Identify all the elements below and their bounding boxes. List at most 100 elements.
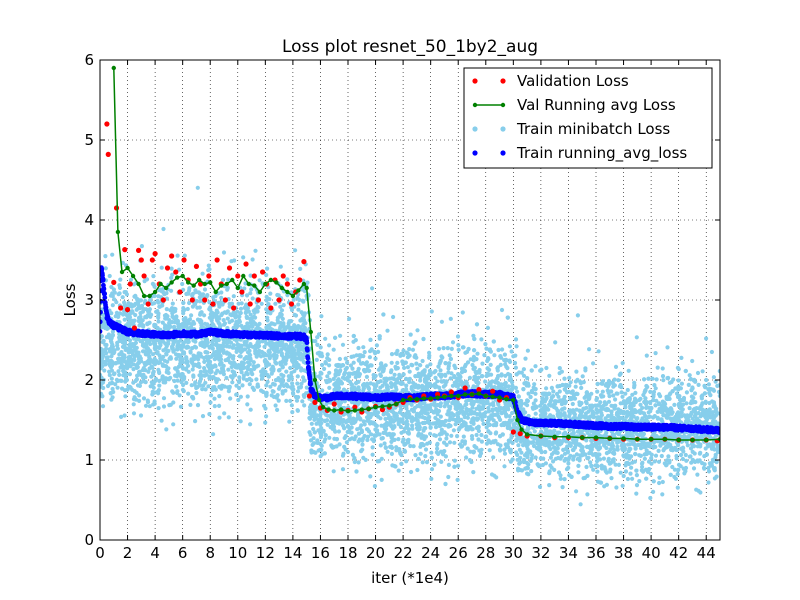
train-minibatch-point <box>100 325 105 330</box>
train-minibatch-point <box>385 449 390 454</box>
train-minibatch-point <box>123 375 129 380</box>
train-minibatch-point <box>450 400 455 406</box>
train-minibatch-point <box>290 410 295 415</box>
train-minibatch-point <box>385 384 390 389</box>
train-minibatch-point <box>118 277 123 282</box>
train-minibatch-point <box>160 303 165 308</box>
train-minibatch-point <box>476 425 481 430</box>
train-minibatch-point <box>243 281 248 286</box>
train-minibatch-point <box>471 416 476 421</box>
train-minibatch-point <box>251 360 256 365</box>
train-minibatch-point <box>486 356 491 361</box>
train-minibatch-point <box>313 339 318 344</box>
train-minibatch-point <box>132 395 137 400</box>
train-minibatch-point <box>675 472 680 477</box>
train-minibatch-point <box>136 300 141 305</box>
train-minibatch-point <box>298 266 303 271</box>
train-minibatch-point <box>474 322 480 327</box>
train-minibatch-point <box>570 401 575 407</box>
train-minibatch-point <box>292 312 297 317</box>
train-minibatch-point <box>207 412 212 417</box>
train-minibatch-point <box>267 348 272 353</box>
train-minibatch-point <box>508 377 513 382</box>
train-minibatch-point <box>150 301 155 306</box>
train-minibatch-point <box>653 453 659 458</box>
train-minibatch-point <box>157 383 162 388</box>
train-minibatch-point <box>404 376 409 381</box>
train-minibatch-point <box>313 407 318 412</box>
train-minibatch-point <box>275 292 280 298</box>
train-minibatch-point <box>109 354 114 359</box>
train-minibatch-point <box>103 254 108 259</box>
train-minibatch-point <box>471 402 476 407</box>
train-minibatch-point <box>402 449 408 454</box>
train-minibatch-point <box>309 450 314 455</box>
train-minibatch-point <box>181 308 186 313</box>
train-minibatch-point <box>119 414 124 419</box>
train-minibatch-point <box>360 442 365 447</box>
train-minibatch-point <box>237 375 242 380</box>
train-minibatch-point <box>315 413 320 418</box>
train-minibatch-point <box>117 285 123 290</box>
train-minibatch-point <box>459 408 464 413</box>
train-minibatch-point <box>340 363 345 368</box>
train-minibatch-point <box>181 382 186 388</box>
train-minibatch-point <box>318 432 323 437</box>
train-minibatch-point <box>478 451 484 456</box>
train-minibatch-point <box>119 362 124 367</box>
train-minibatch-point <box>170 320 175 325</box>
train-minibatch-point <box>429 309 434 314</box>
train-minibatch-point <box>584 401 589 406</box>
train-minibatch-point <box>351 354 356 359</box>
train-minibatch-point <box>706 480 711 485</box>
train-minibatch-point <box>469 420 474 425</box>
train-minibatch-point <box>192 321 197 326</box>
train-minibatch-point <box>413 374 418 379</box>
train-minibatch-point <box>425 364 430 369</box>
train-minibatch-point <box>418 410 423 416</box>
train-minibatch-point <box>492 353 497 358</box>
train-minibatch-point <box>449 433 454 438</box>
train-minibatch-point <box>217 304 222 309</box>
train-minibatch-point <box>436 364 441 369</box>
train-minibatch-point <box>207 300 212 305</box>
train-minibatch-point <box>513 385 519 390</box>
train-minibatch-point <box>341 387 347 392</box>
train-minibatch-point <box>495 411 500 417</box>
train-minibatch-point <box>229 375 235 380</box>
train-minibatch-point <box>352 456 357 461</box>
train-minibatch-point <box>122 300 127 305</box>
train-minibatch-point <box>281 373 286 378</box>
train-minibatch-point <box>126 355 131 360</box>
train-minibatch-point <box>212 363 218 368</box>
train-minibatch-point <box>409 469 414 475</box>
train-minibatch-point <box>107 369 112 374</box>
train-minibatch-point <box>305 280 310 285</box>
train-minibatch-point <box>205 293 210 298</box>
train-minibatch-point <box>625 476 631 482</box>
train-minibatch-point <box>447 440 453 445</box>
train-minibatch-point <box>455 405 460 410</box>
train-minibatch-point <box>657 475 662 480</box>
train-minibatch-point <box>509 349 514 354</box>
train-minibatch-point <box>506 438 511 443</box>
train-minibatch-point <box>378 379 383 384</box>
train-minibatch-point <box>210 315 215 320</box>
train-minibatch-point <box>221 250 227 255</box>
train-minibatch-point <box>296 385 302 390</box>
train-minibatch-point <box>555 446 560 451</box>
train-minibatch-point <box>159 265 164 270</box>
train-minibatch-point <box>210 342 215 347</box>
train-minibatch-point <box>156 391 161 396</box>
train-minibatch-point <box>174 384 179 389</box>
train-minibatch-point <box>284 398 289 403</box>
train-minibatch-point <box>100 372 103 377</box>
train-minibatch-point <box>262 351 267 356</box>
train-minibatch-point <box>295 389 301 394</box>
train-minibatch-point <box>223 340 228 345</box>
train-minibatch-point <box>465 446 470 451</box>
train-minibatch-point <box>284 369 289 374</box>
train-minibatch-point <box>378 365 383 370</box>
train-minibatch-point <box>292 323 297 328</box>
train-minibatch-point <box>471 450 476 455</box>
